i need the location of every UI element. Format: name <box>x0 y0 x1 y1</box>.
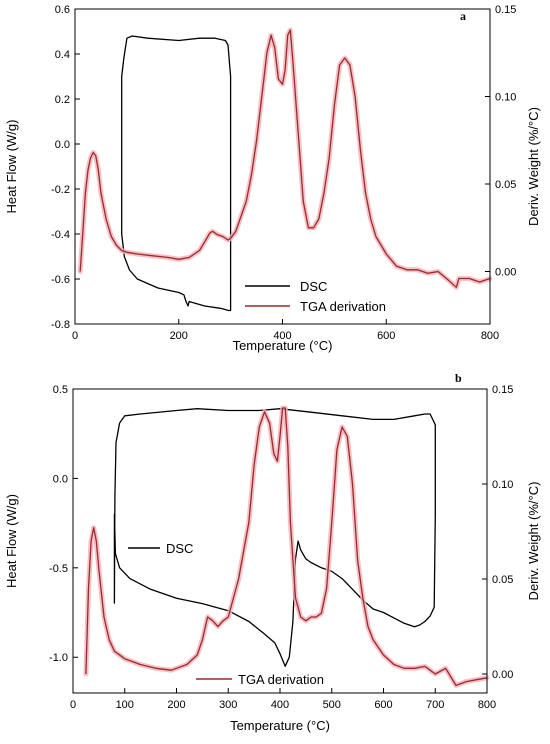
y2-tick-label: 0.10 <box>492 479 513 491</box>
y-tick-label: 0.2 <box>55 94 70 106</box>
legend-label: TGA derivation <box>238 672 324 687</box>
y2-tick-label: 0.10 <box>495 92 516 104</box>
y2-tick-label: 0.00 <box>495 267 516 279</box>
panel-label: b <box>455 371 462 385</box>
y-tick-label: -0.2 <box>51 184 70 196</box>
y-tick-label: 0.5 <box>53 384 68 396</box>
x-tick-label: 400 <box>273 330 291 342</box>
chart-panel-b: -1.0 -0.5 0.0 0.5 0.00 0.05 0.10 0.15 0 100 200 300… <box>4 371 541 733</box>
x-axis-label: Temperature (°C) <box>233 338 333 353</box>
y-axis-label: Heat Flow (W/g) <box>4 120 19 214</box>
x-tick-label: 0 <box>72 330 78 342</box>
legend-label: DSC <box>300 279 327 294</box>
plot-frame <box>74 8 491 325</box>
y-tick-label: -1.0 <box>49 652 68 664</box>
x-tick-label: 800 <box>478 699 496 711</box>
x-tick-label: 200 <box>170 330 188 342</box>
x-tick-label: 700 <box>426 699 444 711</box>
x-tick-label: 600 <box>377 330 395 342</box>
x-tick-label: 400 <box>271 699 289 711</box>
chart-panel-a: -0.8 -0.6 -0.4 -0.2 0.0 0.2 0.4 0.6 0.00 0.05 0.10… <box>4 4 541 353</box>
legend-label: TGA derivation <box>300 299 386 314</box>
series-line-halo <box>83 405 490 688</box>
y2-tick-label: 0.15 <box>495 4 516 16</box>
x-tick-label: 600 <box>374 699 392 711</box>
x-tick-label: 800 <box>481 330 499 342</box>
y-tick-label: 0.4 <box>55 49 70 61</box>
series-line-tga <box>85 407 488 687</box>
y2-axis-label: Deriv. Weight (%/°C) <box>526 107 541 226</box>
plot-frame <box>72 388 488 694</box>
y2-tick-label: 0.05 <box>492 574 513 586</box>
y-tick-label: -0.4 <box>51 229 70 241</box>
x-tick-label: 500 <box>323 699 341 711</box>
y2-tick-label: 0.15 <box>492 384 513 396</box>
legend-label: DSC <box>166 541 193 556</box>
series-line-dsc <box>121 35 232 312</box>
x-tick-label: 200 <box>167 699 185 711</box>
y-tick-label: -0.8 <box>51 319 70 331</box>
panel-label: a <box>460 9 466 23</box>
y2-tick-label: 0.05 <box>495 179 516 191</box>
y2-tick-label: 0.00 <box>492 669 513 681</box>
y-axis-label: Heat Flow (W/g) <box>4 494 19 588</box>
x-tick-label: 0 <box>70 699 76 711</box>
series-line-tga <box>79 29 491 288</box>
y-tick-label: 0.0 <box>55 139 70 151</box>
y-tick-label: 0.0 <box>53 473 68 485</box>
y-tick-label: 0.6 <box>55 4 70 16</box>
y-tick-label: -0.5 <box>49 563 68 575</box>
y-tick-label: -0.6 <box>51 274 70 286</box>
x-tick-label: 100 <box>116 699 134 711</box>
x-axis-label: Temperature (°C) <box>230 718 330 733</box>
x-tick-label: 300 <box>219 699 237 711</box>
y2-axis-label: Deriv. Weight (%/°C) <box>526 482 541 601</box>
